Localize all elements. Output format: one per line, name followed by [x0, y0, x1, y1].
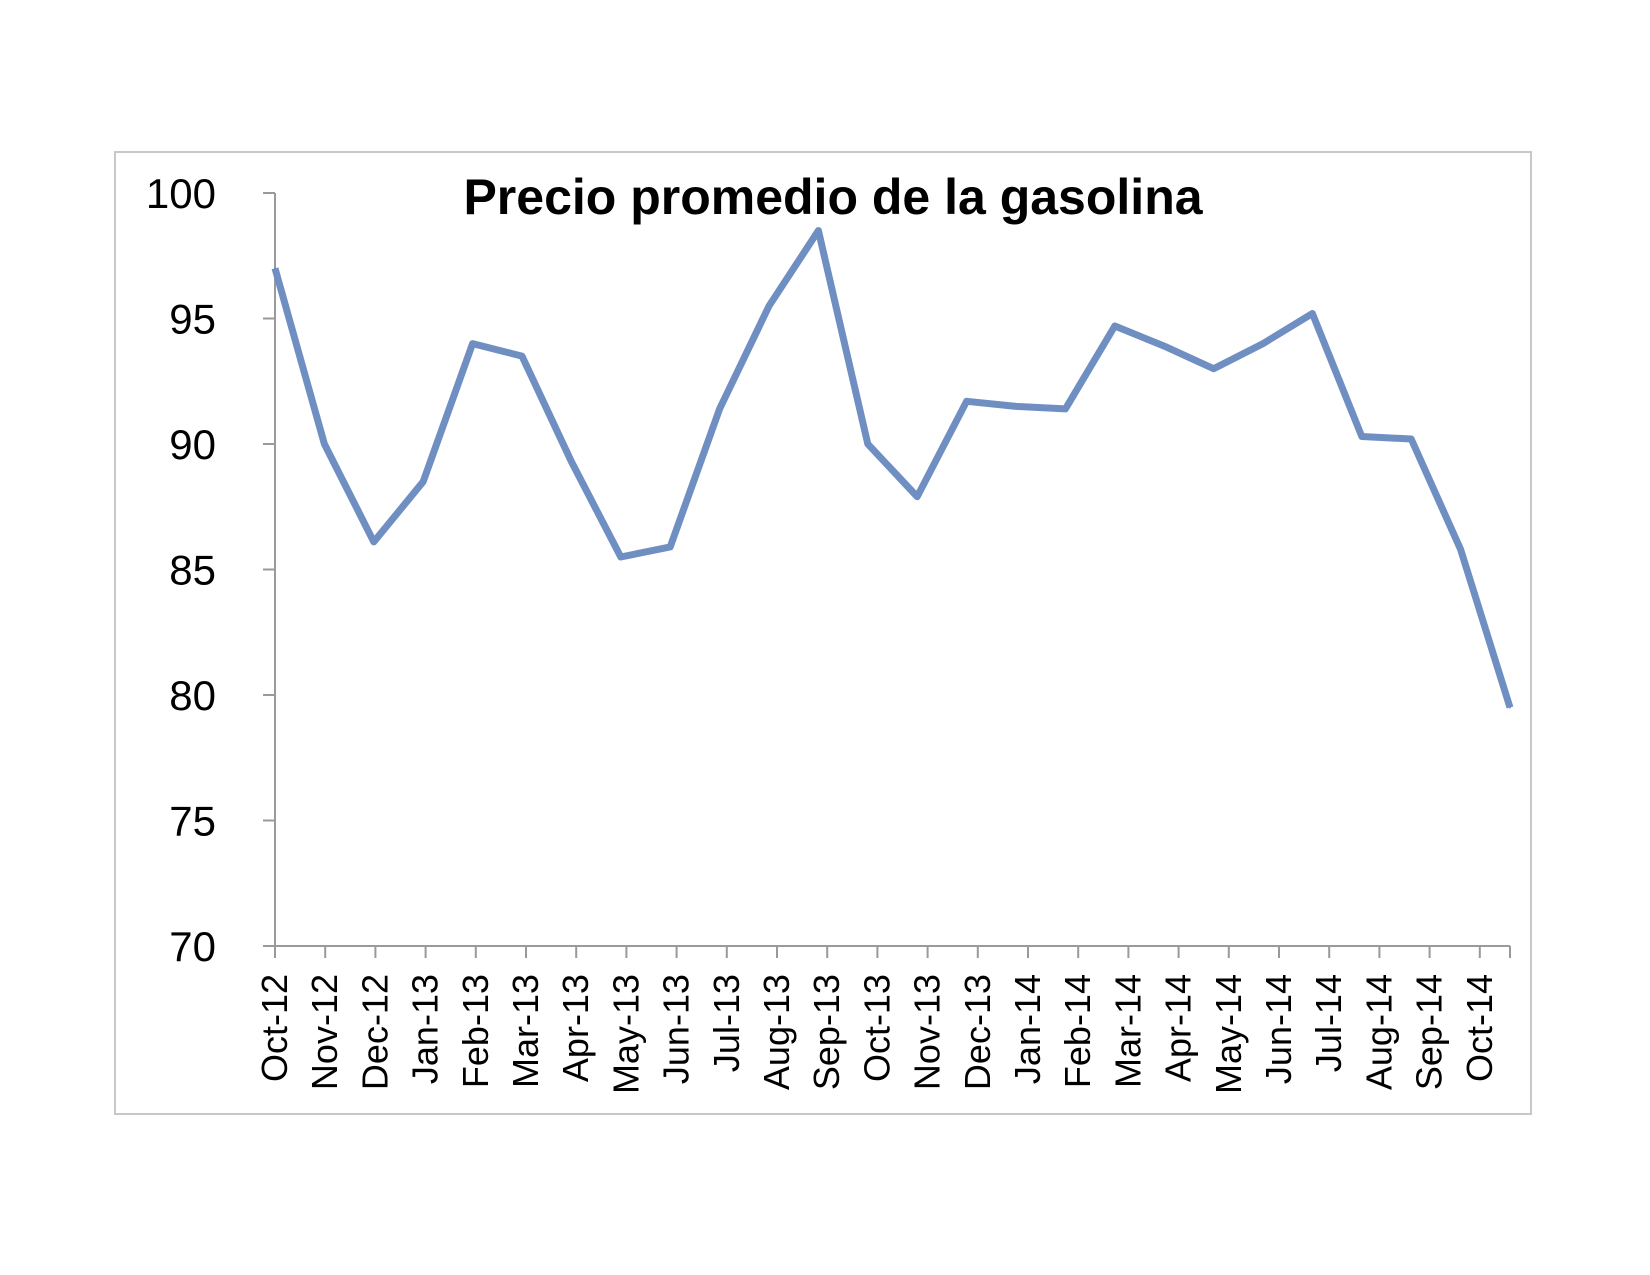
x-tick-label: Mar-14: [1107, 974, 1148, 1088]
data-point: [570, 460, 573, 463]
data-point: [1163, 345, 1166, 348]
y-tick-label: 90: [169, 421, 216, 468]
x-tick-label: Aug-13: [756, 974, 797, 1090]
data-point: [916, 495, 919, 498]
x-tick-label: Dec-12: [354, 974, 395, 1090]
y-tick-label: 70: [169, 923, 216, 970]
x-tick-label: May-14: [1208, 974, 1249, 1094]
data-point: [1360, 435, 1363, 438]
data-point: [619, 556, 622, 558]
x-tick-label: Jul-13: [706, 974, 747, 1072]
y-tick-label: 100: [146, 170, 216, 217]
data-point: [669, 545, 672, 548]
x-tick-label: Jun-13: [656, 974, 697, 1084]
data-point: [1113, 325, 1116, 327]
y-tick-label: 80: [169, 672, 216, 719]
x-tick-label: Oct-13: [856, 974, 897, 1082]
x-tick-label: Mar-13: [505, 974, 546, 1088]
x-tick-label: Aug-14: [1358, 974, 1399, 1090]
data-point: [1410, 438, 1413, 440]
x-tick-label: Sep-14: [1409, 974, 1450, 1090]
data-point: [768, 305, 770, 307]
data-point: [1212, 367, 1215, 370]
data-point: [521, 355, 523, 358]
data-point: [471, 342, 474, 345]
data-point: [323, 443, 326, 445]
x-tick-label: Feb-13: [455, 974, 496, 1088]
chart-title: Precio promedio de la gasolina: [463, 169, 1203, 225]
data-point: [817, 229, 820, 232]
series-group: [271, 227, 1514, 709]
x-tick-label: Jan-14: [1007, 974, 1048, 1084]
data-point: [1311, 312, 1314, 315]
data-point: [1459, 548, 1462, 551]
data-point: [1015, 405, 1017, 408]
data-point: [718, 407, 721, 410]
x-tick-label: Oct-14: [1459, 974, 1500, 1082]
x-tick-label: Apr-14: [1158, 974, 1199, 1082]
x-tick-label: Jun-14: [1258, 974, 1299, 1084]
x-tick-label: Jan-13: [405, 974, 446, 1084]
data-point: [1509, 706, 1511, 709]
x-tick-label: May-13: [605, 974, 646, 1094]
chart-area: [114, 151, 1532, 1115]
data-point: [965, 400, 968, 403]
y-tick-label: 85: [169, 547, 216, 594]
data-point: [866, 443, 869, 445]
x-tick-label: Dec-13: [957, 974, 998, 1090]
x-tick-label: Apr-13: [555, 974, 596, 1082]
x-tick-label: Feb-14: [1057, 974, 1098, 1088]
axes: [274, 193, 1510, 947]
x-tick-label: Nov-12: [304, 974, 345, 1090]
x-tick-label: Nov-13: [907, 974, 948, 1090]
series-line: [271, 227, 1514, 709]
data-point: [422, 480, 425, 483]
data-point: [372, 540, 375, 543]
x-tick-label: Jul-14: [1308, 974, 1349, 1072]
y-tick-label: 95: [169, 296, 216, 343]
y-tick-label: 75: [169, 798, 216, 845]
x-tick-label: Oct-12: [254, 974, 295, 1082]
data-point: [1064, 407, 1067, 410]
x-axis-ticks: Oct-12 Nov-12 Dec-12 Jan-13 Feb-13 Mar-13 Apr-…: [254, 946, 1511, 1094]
data-point: [274, 267, 276, 270]
y-axis-ticks: 100 95 90 85 80 75 70: [146, 170, 275, 970]
x-tick-label: Sep-13: [806, 974, 847, 1090]
data-point: [1262, 342, 1264, 345]
